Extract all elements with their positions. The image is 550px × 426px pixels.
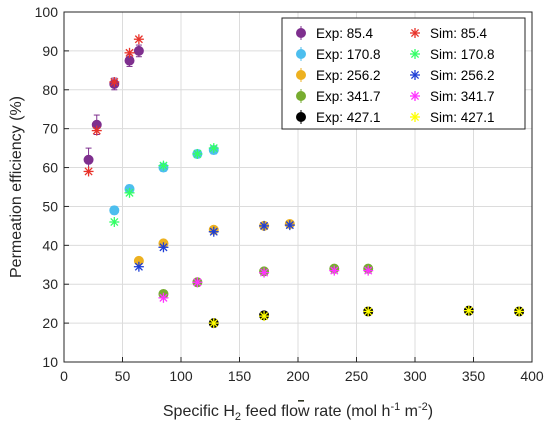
legend-marker (410, 112, 420, 122)
legend-item: Exp: 85.4 (296, 26, 374, 402)
y-tick-label: 10 (42, 354, 58, 370)
sim-point (133, 34, 144, 45)
x-tick-label: 50 (115, 368, 131, 384)
legend-marker (296, 112, 306, 122)
sim-point (83, 166, 94, 177)
legend-marker (296, 28, 306, 38)
legend-marker (410, 91, 420, 101)
y-tick-label: 80 (42, 82, 58, 98)
y-tick-label: 50 (42, 198, 58, 214)
legend-label: Exp: 85.4 (316, 26, 374, 41)
legend-item: Sim: 85.4 (410, 26, 488, 41)
x-axis-label-sup2: -2 (418, 401, 428, 413)
sim-point (124, 47, 135, 58)
y-tick-label: 100 (35, 4, 59, 20)
legend: Exp: 85.4 Exp: 170.8 Exp: 256.2 Exp: 341.7 E… (281, 17, 526, 402)
legend-label: Sim: 85.4 (430, 26, 488, 41)
sim-series (109, 143, 219, 227)
sim-point (463, 305, 474, 316)
sim-point (514, 306, 525, 317)
sim-point (329, 265, 340, 276)
sim-point (158, 242, 169, 253)
y-axis-label: Permeation efficiency (%) (8, 96, 25, 278)
sim-point (363, 306, 374, 317)
sim-point (363, 265, 374, 276)
legend-item: Sim: 170.8 (410, 47, 495, 62)
legend-item: Sim: 341.7 (410, 89, 495, 104)
legend-label: Sim: 256.2 (430, 68, 495, 83)
y-tick-label: 30 (42, 276, 58, 292)
x-axis-label-sup1: -1 (390, 401, 400, 413)
legend-marker (410, 28, 420, 38)
legend-marker (296, 70, 306, 80)
x-axis-label-post: ) (428, 403, 433, 420)
sim-point (259, 220, 270, 231)
x-tick-label: 150 (228, 368, 252, 384)
legend-marker (296, 91, 306, 101)
sim-point (192, 277, 203, 288)
y-tick-label: 40 (42, 237, 58, 253)
exp-point (109, 205, 120, 216)
legend-item: Sim: 427.1 (410, 110, 495, 125)
legend-marker (410, 49, 420, 59)
legend-label: Sim: 341.7 (430, 89, 495, 104)
exp-point (83, 154, 94, 165)
legend-label: Exp: 427.1 (316, 110, 381, 125)
x-tick-label: 350 (462, 368, 486, 384)
x-axis-label-pre: Specific H (163, 403, 235, 420)
x-axis-label: Specific H2 feed flow rate (mol h-1 m-2) (163, 401, 433, 423)
x-tick-label: 400 (520, 368, 544, 384)
legend-label: Exp: 170.8 (316, 47, 381, 62)
x-axis-label-gap: m (400, 403, 418, 420)
legend-marker (410, 70, 420, 80)
legend-item: Sim: 256.2 (410, 68, 495, 83)
y-tick-label: 70 (42, 121, 58, 137)
legend-label: Sim: 427.1 (430, 110, 495, 125)
legend-item: Exp: 341.7 (296, 89, 381, 402)
y-tick-label: 90 (42, 43, 58, 59)
sim-series (208, 305, 525, 329)
x-tick-label: 100 (169, 368, 193, 384)
sim-point (109, 217, 120, 227)
axis-ticks: 0 50 100 150 200 250 300 350 400 10 20 30 40 50 60 70 80… (35, 4, 544, 384)
sim-point (158, 160, 169, 171)
sim-point (133, 261, 144, 272)
sim-point (208, 318, 219, 329)
y-tick-label: 60 (42, 160, 58, 176)
sim-series (133, 220, 295, 272)
sim-point (124, 187, 135, 198)
legend-marker (296, 49, 306, 59)
legend-item: Exp: 427.1 (296, 110, 381, 402)
y-tick-label: 20 (42, 315, 58, 331)
sim-point (109, 77, 120, 87)
sim-point (284, 220, 295, 231)
sim-point (158, 292, 169, 303)
sim-point (208, 226, 219, 237)
x-axis-label-sub: 2 (235, 411, 241, 423)
sim-series (83, 34, 144, 177)
x-tick-label: 0 (60, 368, 68, 384)
legend-label: Exp: 341.7 (316, 89, 381, 104)
sim-point (208, 143, 219, 154)
legend-label: Sim: 170.8 (430, 47, 495, 62)
x-axis-label-mid: feed flow rate (mol h (241, 403, 390, 420)
legend-label: Exp: 256.2 (316, 68, 381, 83)
x-tick-label: 250 (345, 368, 369, 384)
data-layer (83, 34, 525, 329)
exp-point (133, 45, 144, 56)
sim-point (192, 148, 203, 159)
legend-box (281, 17, 526, 130)
x-tick-label: 300 (403, 368, 427, 384)
sim-point (259, 311, 270, 322)
sim-point (259, 267, 270, 278)
sim-series (158, 265, 374, 303)
x-tick-label: 200 (286, 368, 310, 384)
sim-point (91, 125, 102, 136)
